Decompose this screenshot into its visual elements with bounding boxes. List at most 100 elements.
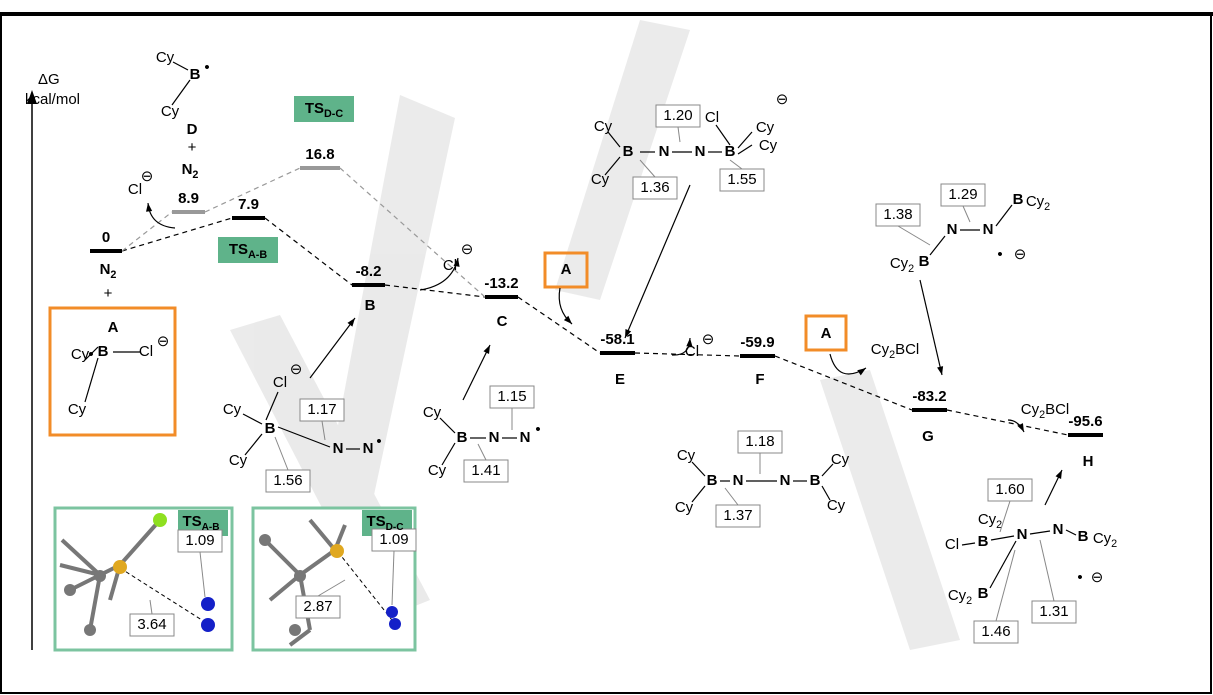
energy-diagram: ΔG kcal/mol 08.916.8TSD-C7.9TSA-B-8.2B-1…	[0, 0, 1213, 695]
species-label: Cy	[594, 118, 613, 135]
atom-c	[94, 570, 106, 582]
top-rule	[0, 12, 1213, 16]
species-label: ⊖	[1014, 246, 1027, 263]
species-label-main: N	[182, 161, 193, 178]
bond-length: 1.38	[883, 206, 912, 223]
species-label: D	[187, 121, 198, 138]
species-label: N	[363, 440, 374, 457]
species-label: Cl	[705, 109, 719, 126]
species-label: Cy	[675, 499, 694, 516]
species-label: N	[489, 429, 500, 446]
atom-c	[84, 624, 96, 636]
energy-value: -58.1	[600, 331, 634, 348]
species-label-sub: 2	[1044, 201, 1050, 213]
species-label: B	[978, 533, 989, 550]
energy-value: 0	[102, 229, 110, 246]
inset-title-main: TS	[182, 513, 201, 530]
species-label: N	[780, 472, 791, 489]
level-name: E	[615, 371, 625, 388]
species-label: Cy	[161, 103, 180, 120]
species-label: N	[947, 221, 958, 238]
species-label: ⊖	[702, 331, 715, 348]
bond-length: 1.41	[471, 462, 500, 479]
atom-n	[201, 618, 215, 632]
species-label: Cy	[759, 137, 778, 154]
energy-value: 7.9	[238, 196, 259, 213]
species-label: B	[98, 343, 109, 360]
species-label: •	[1077, 569, 1082, 586]
species-label: N	[333, 440, 344, 457]
bond-length: 1.55	[727, 171, 756, 188]
species-label: N	[1053, 521, 1064, 538]
species-label: Cy	[677, 447, 696, 464]
level-name: F	[755, 371, 764, 388]
species-label: •	[204, 59, 209, 76]
species-label: ⊖	[776, 91, 789, 108]
atom-n	[386, 606, 398, 618]
atom-c	[64, 584, 76, 596]
species-label: Cl	[139, 343, 153, 360]
atom-b	[113, 560, 127, 574]
axis-symbol: ΔG	[38, 71, 60, 88]
species-label: B	[707, 472, 718, 489]
atom-c	[289, 624, 301, 636]
species-label-main: Cy	[890, 255, 909, 272]
bond-length: 3.64	[137, 616, 166, 633]
atom-n	[201, 597, 215, 611]
species-label: A	[108, 319, 119, 336]
inset-title-sub: A-B	[202, 522, 220, 533]
species-label: ⊖	[461, 241, 474, 258]
species-label: ⊖	[141, 168, 154, 185]
axis-unit: kcal/mol	[25, 91, 80, 108]
species-label: B	[1013, 191, 1024, 208]
species-label: Cy	[71, 346, 90, 363]
level-name: G	[922, 428, 934, 445]
level-name: B	[365, 297, 376, 314]
species-label-sub: 2	[966, 595, 972, 607]
species-label: Cl	[945, 536, 959, 553]
species-label: Cy	[428, 462, 447, 479]
atom-b	[330, 544, 344, 558]
bond-length: 1.18	[745, 433, 774, 450]
species-label-main: Cy	[978, 511, 997, 528]
species-label: Cl	[273, 374, 287, 391]
species-label: Cy	[831, 451, 850, 468]
species-label: N	[733, 472, 744, 489]
species-label: ⊖	[157, 333, 170, 350]
species-label: ⊖	[290, 361, 303, 378]
species-label: B	[190, 66, 201, 83]
bond-length: 1.17	[307, 401, 336, 418]
level-name-sub: D-C	[324, 108, 343, 120]
species-label: Cy2BCl	[1021, 401, 1070, 421]
species-label-main: Cy	[948, 587, 967, 604]
species-label: N	[1017, 526, 1028, 543]
energy-value: -95.6	[1068, 413, 1102, 430]
bond-length: 1.37	[723, 507, 752, 524]
species-label-sub: 2	[110, 269, 116, 281]
energy-value: 16.8	[305, 146, 334, 163]
energy-value: 8.9	[178, 190, 199, 207]
species-label-main: Cy	[871, 341, 890, 358]
species-label: B	[978, 585, 989, 602]
species-label: •	[997, 246, 1002, 263]
species-label: Cy	[756, 119, 775, 136]
energy-value: -59.9	[740, 334, 774, 351]
species-label: A	[821, 325, 832, 342]
species-label-main: Cy	[1093, 530, 1112, 547]
level-name: H	[1083, 453, 1094, 470]
bond-length: 1.46	[981, 623, 1010, 640]
species-label: B	[265, 420, 276, 437]
species-label: N	[520, 429, 531, 446]
bond-length: 2.87	[303, 598, 332, 615]
species-label: Cy	[223, 401, 242, 418]
species-label-sub: 2	[192, 169, 198, 181]
energy-value: -8.2	[356, 263, 382, 280]
level-name-main: TS	[229, 241, 248, 258]
bond-length: 1.29	[948, 186, 977, 203]
species-label: A	[561, 261, 572, 278]
species-label: N	[659, 143, 670, 160]
species-label: ⊖	[1091, 569, 1104, 586]
species-label: B	[919, 253, 930, 270]
inset-title-main: TS	[366, 513, 385, 530]
bond-length: 1.36	[640, 179, 669, 196]
